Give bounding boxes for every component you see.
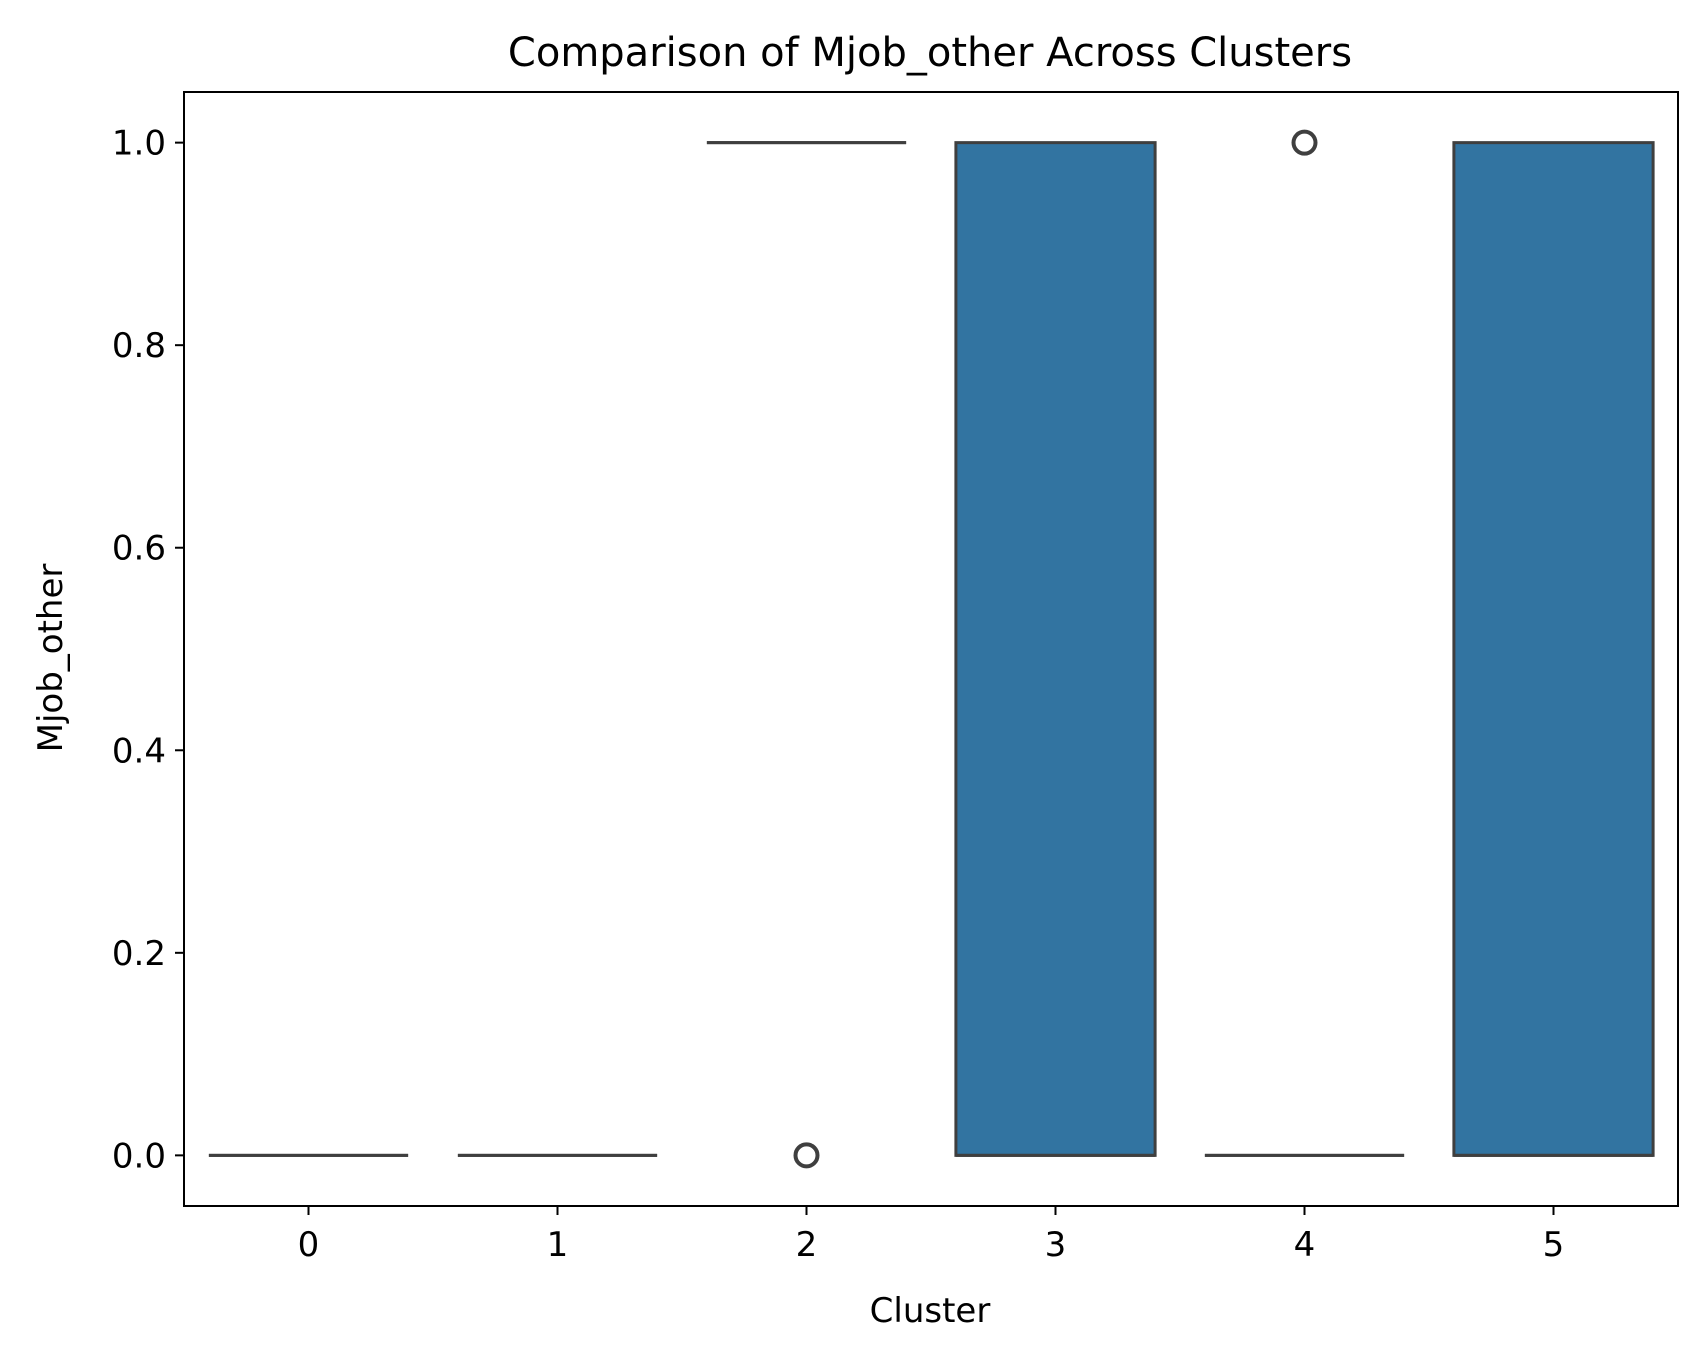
y-tick-label: 0.0 <box>112 1136 166 1176</box>
x-axis-label: Cluster <box>870 1291 991 1331</box>
box-cluster-5 <box>1452 141 1655 1157</box>
outlier-point-cluster-4 <box>1291 129 1318 156</box>
x-tick-label: 3 <box>1045 1225 1067 1265</box>
x-tick-label: 2 <box>796 1225 818 1265</box>
plot-frame <box>183 91 1679 1207</box>
y-tick-label: 1.0 <box>112 124 166 164</box>
chart-title: Comparison of Mjob_other Across Clusters <box>508 30 1352 76</box>
y-tick-label: 0.6 <box>112 529 166 569</box>
y-axis-label: Mjob_other <box>31 564 71 753</box>
x-tick-label: 0 <box>298 1225 320 1265</box>
y-tick-label: 0.8 <box>112 326 166 366</box>
x-tick-label: 4 <box>1294 1225 1316 1265</box>
box-cluster-3 <box>954 141 1157 1157</box>
x-tick-label: 1 <box>547 1225 569 1265</box>
y-tick-label: 0.2 <box>112 934 166 974</box>
plot-area: 0.0 0.2 0.4 0.6 0.8 1.0 0 1 2 3 4 5 <box>112 124 1655 1265</box>
outlier-point-cluster-2 <box>793 1142 820 1169</box>
x-tick-label: 5 <box>1543 1225 1565 1265</box>
y-tick-label: 0.4 <box>112 731 166 771</box>
